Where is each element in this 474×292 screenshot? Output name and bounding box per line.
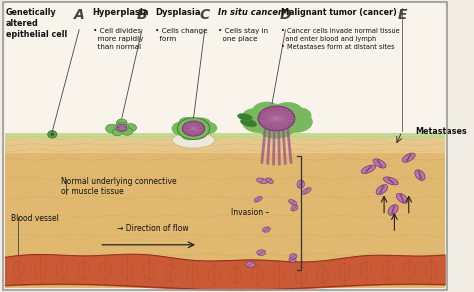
Ellipse shape (257, 115, 295, 139)
Ellipse shape (181, 128, 198, 140)
Bar (5, 133, 445, 139)
Ellipse shape (289, 257, 296, 263)
Ellipse shape (290, 254, 297, 259)
Ellipse shape (278, 111, 313, 133)
Ellipse shape (302, 187, 311, 194)
Text: Dysplasia: Dysplasia (155, 8, 201, 17)
Ellipse shape (252, 102, 281, 121)
Ellipse shape (297, 180, 304, 188)
Ellipse shape (197, 121, 217, 134)
Text: • Cancer cells invade normal tissue
  and enter blood and lymph
• Metastases for: • Cancer cells invade normal tissue and … (281, 28, 400, 50)
Ellipse shape (361, 165, 375, 173)
Ellipse shape (172, 132, 215, 148)
Ellipse shape (388, 205, 398, 215)
Ellipse shape (172, 121, 191, 135)
Ellipse shape (242, 108, 266, 126)
Text: Blood vessel: Blood vessel (10, 214, 58, 223)
Ellipse shape (125, 124, 137, 132)
Ellipse shape (242, 110, 275, 133)
Text: A: A (74, 8, 84, 22)
Text: • Cells stay in
  one place: • Cells stay in one place (218, 28, 268, 42)
Ellipse shape (122, 128, 133, 135)
Ellipse shape (289, 199, 297, 205)
Text: → Direction of flow: → Direction of flow (117, 224, 189, 233)
Ellipse shape (272, 102, 303, 122)
Ellipse shape (50, 133, 54, 136)
Ellipse shape (256, 178, 267, 184)
Ellipse shape (291, 205, 298, 211)
Ellipse shape (237, 114, 253, 120)
Text: B: B (137, 8, 147, 22)
Ellipse shape (258, 106, 295, 131)
Ellipse shape (117, 124, 127, 131)
Ellipse shape (182, 124, 205, 139)
Ellipse shape (112, 129, 122, 136)
Ellipse shape (415, 170, 425, 180)
Ellipse shape (106, 124, 118, 133)
Ellipse shape (266, 178, 273, 184)
Ellipse shape (402, 153, 415, 162)
Bar (5, 153, 445, 288)
Ellipse shape (48, 131, 57, 138)
Text: • Cell divides
  more rapidly
  than normal: • Cell divides more rapidly than normal (92, 28, 143, 50)
Ellipse shape (246, 261, 255, 267)
Text: E: E (397, 8, 407, 22)
Bar (5, 133, 445, 153)
Ellipse shape (192, 117, 211, 129)
Ellipse shape (257, 250, 266, 256)
Ellipse shape (240, 119, 257, 127)
Text: Genetically
altered
epithelial cell: Genetically altered epithelial cell (6, 8, 67, 39)
Text: • Cells change
  form: • Cells change form (155, 28, 208, 42)
Text: Normal underlying connective
or muscle tissue: Normal underlying connective or muscle t… (61, 177, 177, 196)
Ellipse shape (178, 117, 195, 128)
Text: In situ cancer: In situ cancer (218, 8, 283, 17)
Ellipse shape (383, 177, 398, 185)
Ellipse shape (263, 227, 270, 232)
Ellipse shape (182, 121, 205, 136)
Ellipse shape (254, 197, 262, 202)
Bar (5, 1, 445, 133)
Text: Malignant tumor (cancer): Malignant tumor (cancer) (281, 8, 397, 17)
Text: Hyperplasia: Hyperplasia (92, 8, 149, 17)
Ellipse shape (284, 107, 311, 124)
Ellipse shape (254, 105, 299, 132)
Ellipse shape (117, 119, 127, 126)
Text: Invasion –: Invasion – (231, 208, 270, 217)
Text: Metastases: Metastases (416, 127, 467, 136)
Ellipse shape (373, 159, 386, 168)
Ellipse shape (180, 118, 207, 136)
Ellipse shape (189, 128, 207, 139)
Text: C: C (200, 8, 210, 22)
Ellipse shape (396, 193, 408, 203)
Text: D: D (280, 8, 291, 22)
Ellipse shape (376, 185, 388, 194)
Ellipse shape (115, 122, 128, 132)
